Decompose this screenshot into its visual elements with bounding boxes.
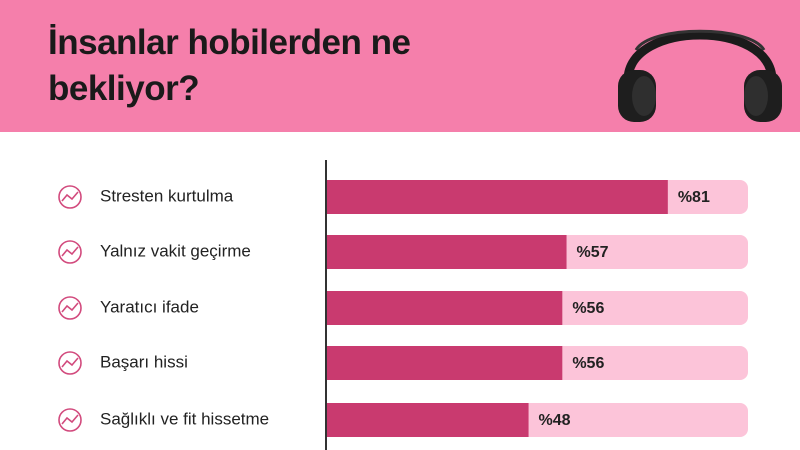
header-band [0,0,800,132]
bar [327,235,567,269]
icon-shape [58,296,82,320]
value-label: %57 [577,244,609,261]
category-icon [58,240,82,264]
category-label: Başarı hissi [100,352,188,371]
chart-title: İnsanlar hobilerden ne bekliyor? [48,23,411,108]
icon-shape [58,240,82,264]
value-label: %81 [678,189,710,206]
category-icon [58,408,82,432]
icon-shape [61,302,79,313]
category-label: Yalnız vakit geçirme [100,241,251,260]
icon-shape [58,185,82,209]
category-label: Stresten kurtulma [100,186,234,205]
bar [327,403,529,437]
category-label: Sağlıklı ve fit hissetme [100,409,269,428]
icon-shape [58,351,82,375]
icon-shape [61,191,79,202]
headphones-image [618,29,782,122]
icon-shape [61,414,79,425]
bar [327,346,563,380]
icon-shape [61,246,79,257]
icon-shape [58,408,82,432]
bar [327,291,563,325]
value-label: %56 [572,355,604,372]
bar [327,180,668,214]
category-icon [58,351,82,375]
category-icon [58,185,82,209]
value-label: %56 [572,300,604,317]
category-label: Yaratıcı ifade [100,297,199,316]
icon-shape [61,357,79,368]
category-icon [58,296,82,320]
value-label: %48 [539,412,571,429]
